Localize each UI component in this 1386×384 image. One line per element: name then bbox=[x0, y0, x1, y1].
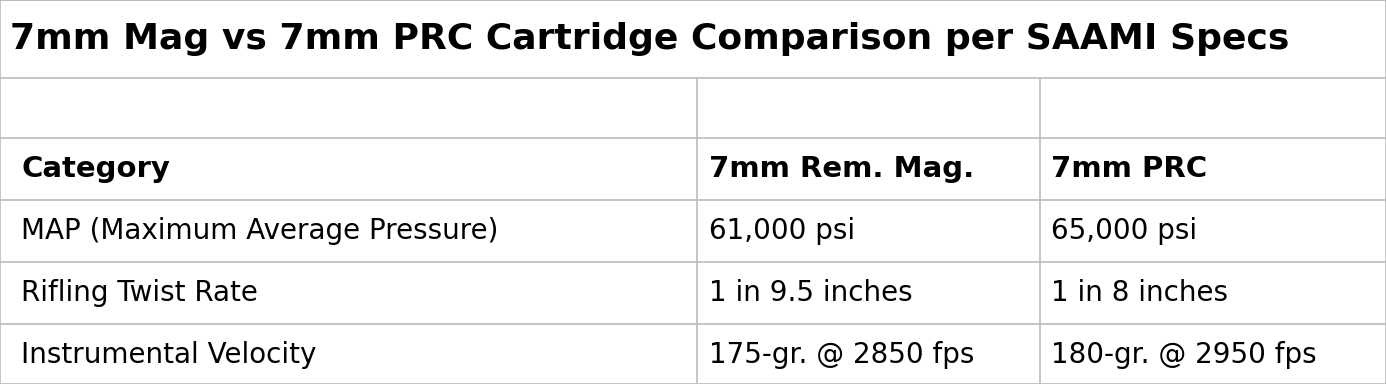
Text: 65,000 psi: 65,000 psi bbox=[1052, 217, 1198, 245]
Text: 175-gr. @ 2850 fps: 175-gr. @ 2850 fps bbox=[710, 341, 974, 369]
Text: Category: Category bbox=[21, 155, 170, 183]
Text: 1 in 8 inches: 1 in 8 inches bbox=[1052, 279, 1228, 307]
Text: 180-gr. @ 2950 fps: 180-gr. @ 2950 fps bbox=[1052, 341, 1317, 369]
Text: 7mm PRC: 7mm PRC bbox=[1052, 155, 1207, 183]
Text: 7mm Mag vs 7mm PRC Cartridge Comparison per SAAMI Specs: 7mm Mag vs 7mm PRC Cartridge Comparison … bbox=[10, 22, 1289, 56]
Text: Instrumental Velocity: Instrumental Velocity bbox=[21, 341, 316, 369]
Text: MAP (Maximum Average Pressure): MAP (Maximum Average Pressure) bbox=[21, 217, 499, 245]
Text: 1 in 9.5 inches: 1 in 9.5 inches bbox=[710, 279, 913, 307]
Text: 7mm Rem. Mag.: 7mm Rem. Mag. bbox=[710, 155, 974, 183]
Text: 61,000 psi: 61,000 psi bbox=[710, 217, 855, 245]
Text: Rifling Twist Rate: Rifling Twist Rate bbox=[21, 279, 258, 307]
